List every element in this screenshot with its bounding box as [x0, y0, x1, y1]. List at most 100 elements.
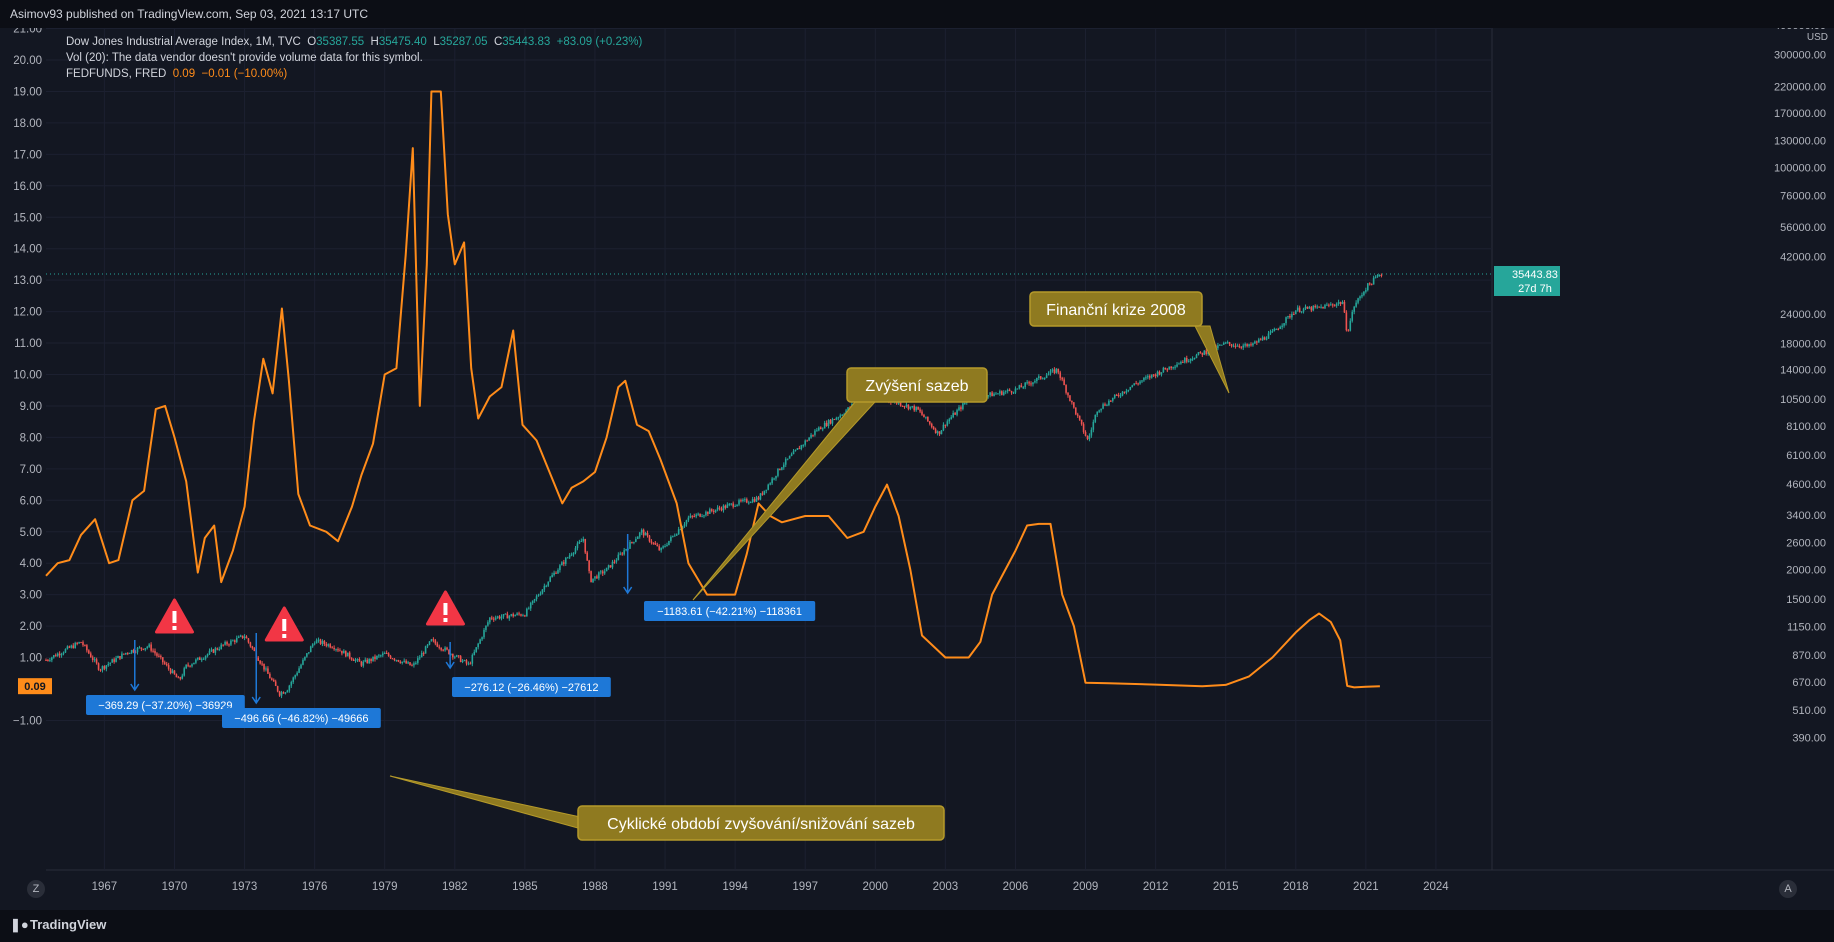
time-tick-label: 1994 — [722, 881, 748, 893]
dow-candle-body — [1207, 352, 1209, 355]
dow-candle-body — [1139, 381, 1141, 384]
dow-candle-body — [52, 655, 55, 658]
dow-candle-body — [380, 655, 382, 657]
dow-candle-body — [444, 647, 446, 651]
dow-candle-body — [47, 660, 49, 662]
dow-candle-body — [551, 575, 553, 578]
dow-candle-body — [138, 647, 141, 649]
dow-candle-body — [329, 644, 332, 648]
dow-candle-body — [1246, 344, 1248, 347]
dow-candle-body — [808, 437, 810, 441]
dow-candle-body — [1143, 377, 1145, 381]
dow-candle-body — [1168, 366, 1171, 370]
dow-candle-body — [230, 640, 232, 645]
right-tick-label: 10500.00 — [1780, 394, 1826, 406]
dow-candle-body — [409, 662, 411, 666]
dow-candle-body — [197, 657, 199, 660]
dow-candle-body — [485, 625, 487, 630]
dow-candle-body — [1368, 283, 1371, 285]
right-tick-label: 6100.00 — [1786, 450, 1826, 462]
dow-candle-body — [668, 540, 670, 545]
dow-candle-body — [1322, 306, 1324, 309]
dow-candle-body — [1131, 385, 1134, 387]
dow-candle-body — [247, 638, 250, 643]
dow-candle-body — [697, 513, 699, 515]
dow-candle-body — [171, 670, 174, 674]
right-axis: 400000.00 300000.00 220000.00 170000.00 1300… — [46, 28, 1826, 745]
dow-candle-body — [1279, 326, 1282, 329]
dow-candle-body — [1326, 304, 1328, 306]
dow-candle-body — [51, 657, 53, 661]
dow-candle-body — [543, 585, 546, 590]
dow-candle-body — [158, 655, 160, 657]
dow-candle-body — [790, 454, 793, 456]
dow-candle-body — [1127, 389, 1130, 391]
countdown-label: 27d 7h — [1518, 283, 1552, 295]
dow-candle-body — [354, 659, 357, 661]
dow-candle-body — [757, 497, 760, 500]
dow-candle-body — [1331, 304, 1334, 306]
dow-candle-body — [204, 655, 207, 659]
dow-candle-body — [1110, 400, 1112, 402]
dow-candle-body — [767, 484, 770, 490]
dow-candle-body — [847, 407, 849, 411]
dow-candle-body — [1234, 345, 1237, 347]
dow-candle-body — [78, 642, 80, 644]
dow-candle-body — [765, 489, 768, 491]
dow-candle-body — [718, 507, 721, 509]
dow-candle-body — [833, 419, 836, 421]
dow-candle-body — [1022, 387, 1025, 389]
dow-candle-body — [68, 646, 71, 648]
legend-high: 35475.40 — [378, 36, 427, 48]
dow-candle-body — [753, 499, 756, 502]
left-scale-button[interactable]: Z — [27, 880, 45, 898]
dow-candle-body — [897, 402, 900, 404]
dow-candle-body — [1267, 333, 1270, 339]
right-tick-label: 8100.00 — [1786, 421, 1826, 433]
dow-candle-body — [440, 647, 442, 650]
dow-candle-body — [212, 649, 215, 653]
left-tick-label: 5.00 — [20, 527, 42, 539]
dow-candle-body — [1361, 294, 1363, 297]
dow-candle-body — [461, 660, 464, 663]
dow-candle-body — [1145, 377, 1147, 379]
dow-candle-body — [1287, 315, 1289, 318]
left-tick-label: 17.00 — [13, 149, 42, 161]
dow-candle-body — [710, 509, 713, 511]
dow-candle-body — [415, 662, 417, 664]
dow-candle-body — [722, 505, 725, 511]
tradingview-logo[interactable]: ❚●TradingView — [10, 917, 106, 933]
auto-scale-button[interactable]: A — [1779, 880, 1797, 898]
left-tick-label: 20.00 — [13, 55, 42, 67]
dow-candle-body — [1100, 408, 1102, 411]
dow-candle-body — [1347, 330, 1350, 332]
dow-candle-body — [60, 653, 63, 656]
dow-candle-body — [218, 648, 221, 650]
dow-candle-body — [216, 648, 219, 650]
right-tick-label: 2600.00 — [1786, 538, 1826, 550]
measure-label: −276.12 (−26.46%) −27612 — [464, 682, 598, 694]
dow-candle-body — [311, 644, 314, 647]
dow-candle-body — [165, 663, 168, 666]
dow-candle-body — [810, 434, 812, 438]
warning-icon-dot — [282, 634, 287, 638]
dow-candle-body — [617, 554, 620, 561]
dow-candle-body — [1039, 376, 1042, 379]
chart-area[interactable]: 21.00 20.00 19.00 18.00 17.00 16.00 15.00 14.00… — [0, 28, 1834, 910]
dow-candle-body — [987, 395, 989, 397]
dow-candle-body — [650, 541, 653, 543]
current-price-badge — [1494, 266, 1560, 296]
dow-candle-body — [134, 652, 137, 654]
dow-candle-body — [101, 666, 104, 671]
dow-candle-body — [1092, 421, 1095, 430]
dow-candle-body — [245, 636, 248, 639]
dow-candle-body — [95, 659, 98, 664]
dow-candle-body — [126, 652, 129, 654]
dow-candle-body — [1283, 323, 1285, 326]
dow-candle-body — [309, 646, 312, 653]
dow-candle-body — [397, 659, 400, 662]
dow-candle-body — [1308, 307, 1311, 309]
dow-candle-body — [784, 459, 787, 465]
dow-candle-body — [656, 544, 659, 547]
dow-candle-body — [1152, 374, 1155, 376]
